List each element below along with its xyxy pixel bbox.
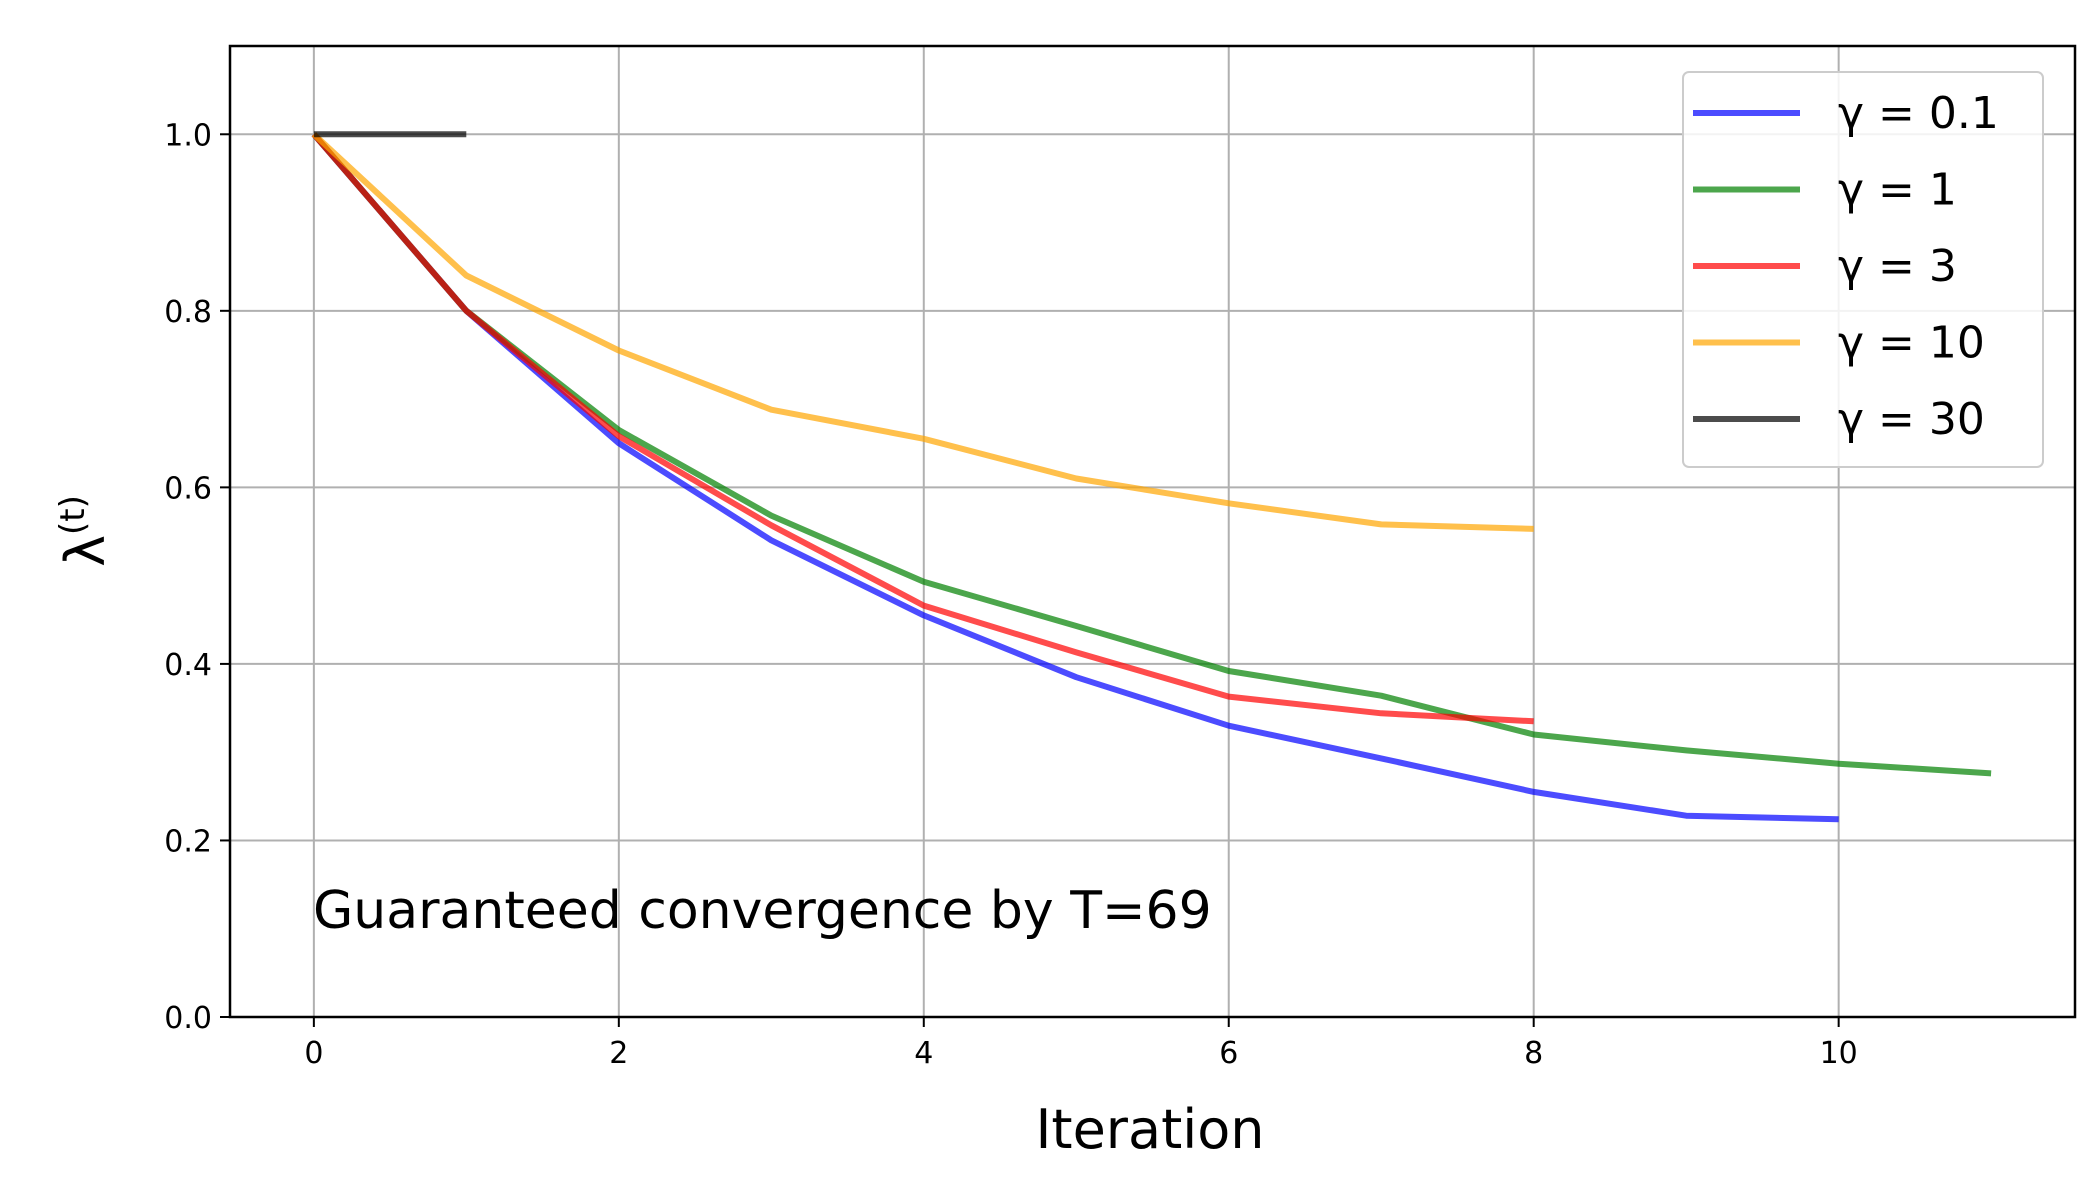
y-tick-label-1: 0.2 bbox=[164, 824, 212, 859]
x-tick-label-4: 8 bbox=[1524, 1036, 1543, 1071]
series-lines bbox=[311, 131, 1992, 823]
series-line-1 bbox=[311, 132, 1992, 777]
legend-label-1: γ = 1 bbox=[1838, 165, 1957, 216]
y-axis-superscript: (t) bbox=[53, 495, 93, 535]
series-line-2 bbox=[311, 132, 1534, 725]
legend-label-4: γ = 30 bbox=[1838, 394, 1985, 445]
y-tick-label-3: 0.6 bbox=[164, 471, 212, 506]
plot-frame bbox=[228, 44, 2077, 1019]
legend-label-0: γ = 0.1 bbox=[1838, 88, 1999, 139]
series-line-3 bbox=[311, 132, 1534, 532]
legend: γ = 0.1 γ = 1 γ = 3 γ = 10 γ = 30 bbox=[1682, 71, 2044, 468]
y-tick-label-2: 0.4 bbox=[164, 648, 212, 683]
x-tick-label-5: 10 bbox=[1820, 1036, 1858, 1071]
x-tick-label-3: 6 bbox=[1219, 1036, 1238, 1071]
x-tick-label-2: 4 bbox=[914, 1036, 933, 1071]
y-axis-symbol: λ bbox=[54, 535, 117, 567]
x-tick-label-0: 0 bbox=[304, 1036, 323, 1071]
series-line-0 bbox=[311, 132, 1839, 823]
legend-label-2: γ = 3 bbox=[1838, 241, 1957, 292]
y-tick-label-4: 0.8 bbox=[164, 295, 212, 330]
y-axis-title: λ(t) bbox=[53, 495, 117, 567]
y-tick-label-5: 1.0 bbox=[164, 118, 212, 153]
legend-label-3: γ = 10 bbox=[1838, 318, 1985, 369]
convergence-annotation: Guaranteed convergence by T=69 bbox=[313, 881, 1212, 941]
x-tick-label-1: 2 bbox=[609, 1036, 628, 1071]
x-axis-title: Iteration bbox=[1035, 1098, 1264, 1161]
axis-ticks: 0 2 4 6 8 10 0.0 0.2 0.4 0.6 0.8 1.0 bbox=[164, 118, 1857, 1071]
y-tick-label-0: 0.0 bbox=[164, 1001, 212, 1036]
legend-box bbox=[1682, 71, 2044, 468]
